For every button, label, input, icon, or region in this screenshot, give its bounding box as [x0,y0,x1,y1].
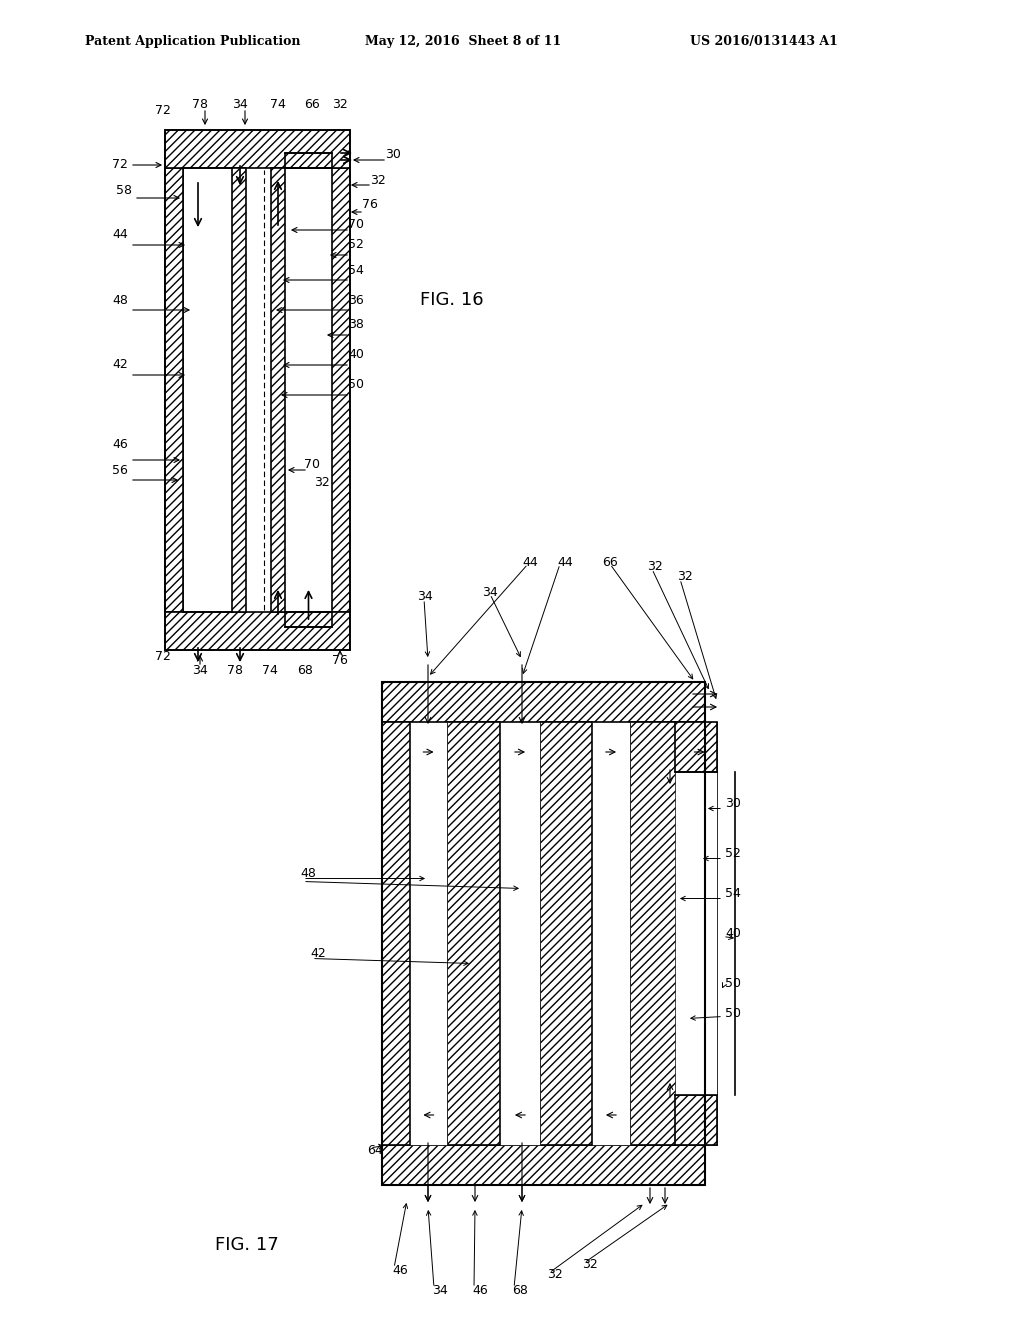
Text: May 12, 2016  Sheet 8 of 11: May 12, 2016 Sheet 8 of 11 [365,36,561,48]
Text: 58: 58 [116,183,132,197]
Text: 34: 34 [232,99,248,111]
Text: 44: 44 [522,556,538,569]
Text: 32: 32 [370,173,386,186]
Text: 50: 50 [725,1007,741,1020]
Text: 78: 78 [193,99,208,111]
Bar [630,722,682,1144]
Text: 76: 76 [362,198,378,211]
Text: 50: 50 [348,379,364,392]
Text: 76: 76 [332,653,348,667]
Bar [382,682,705,1185]
Bar [592,722,630,1144]
Text: 42: 42 [113,359,128,371]
Text: 34: 34 [193,664,208,676]
Bar [675,722,717,772]
Bar [382,722,410,1144]
Bar [682,722,717,1144]
Text: 32: 32 [582,1258,598,1271]
Bar [675,722,705,1144]
Text: 32: 32 [314,475,330,488]
Text: 74: 74 [262,664,278,676]
Text: 34: 34 [417,590,433,603]
Text: 48: 48 [300,867,315,880]
Text: 70: 70 [348,219,364,231]
Text: 32: 32 [332,99,348,111]
Text: 32: 32 [647,561,663,573]
Bar [675,772,717,1096]
Text: 54: 54 [348,264,364,276]
Text: Patent Application Publication: Patent Application Publication [85,36,300,48]
Bar [285,612,332,627]
Text: 70: 70 [304,458,319,470]
Bar [410,722,447,1144]
Text: 72: 72 [155,103,171,116]
Text: 72: 72 [112,158,128,172]
Text: 52: 52 [725,847,741,861]
Text: 44: 44 [557,556,572,569]
Text: 30: 30 [385,149,400,161]
Text: 38: 38 [348,318,364,331]
Bar [332,168,350,612]
Bar [675,1096,717,1144]
Text: 68: 68 [297,664,313,676]
Text: 44: 44 [113,228,128,242]
Text: 34: 34 [432,1283,447,1296]
Bar [447,722,500,1144]
Text: 32: 32 [547,1269,563,1282]
Text: 64: 64 [367,1143,383,1156]
Text: 30: 30 [725,797,741,810]
Bar [500,722,540,1144]
Text: 48: 48 [112,293,128,306]
Text: 54: 54 [725,887,741,900]
Bar [382,1144,705,1185]
Text: 42: 42 [310,946,326,960]
Bar [382,682,705,722]
Text: 66: 66 [602,556,617,569]
Text: 40: 40 [348,348,364,362]
Bar [165,129,350,649]
Bar [165,168,183,612]
Text: 52: 52 [348,239,364,252]
Text: FIG. 17: FIG. 17 [215,1236,279,1254]
Text: 46: 46 [113,438,128,451]
Bar [232,168,246,612]
Text: 50: 50 [725,977,741,990]
Text: FIG. 16: FIG. 16 [420,290,483,309]
Text: 74: 74 [270,99,286,111]
Text: 56: 56 [112,463,128,477]
Bar [165,129,350,168]
Text: 78: 78 [227,664,243,676]
Text: 46: 46 [392,1263,408,1276]
Bar [165,148,183,612]
Text: 46: 46 [472,1283,487,1296]
Text: 36: 36 [348,293,364,306]
Text: 34: 34 [482,586,498,598]
Text: 72: 72 [155,651,171,664]
Bar [540,722,592,1144]
Text: 68: 68 [512,1283,528,1296]
Text: 40: 40 [725,927,741,940]
Bar [165,612,350,649]
Text: 32: 32 [677,570,693,583]
Text: 66: 66 [304,99,319,111]
Text: US 2016/0131443 A1: US 2016/0131443 A1 [690,36,838,48]
Bar [271,168,285,612]
Bar [285,153,332,168]
